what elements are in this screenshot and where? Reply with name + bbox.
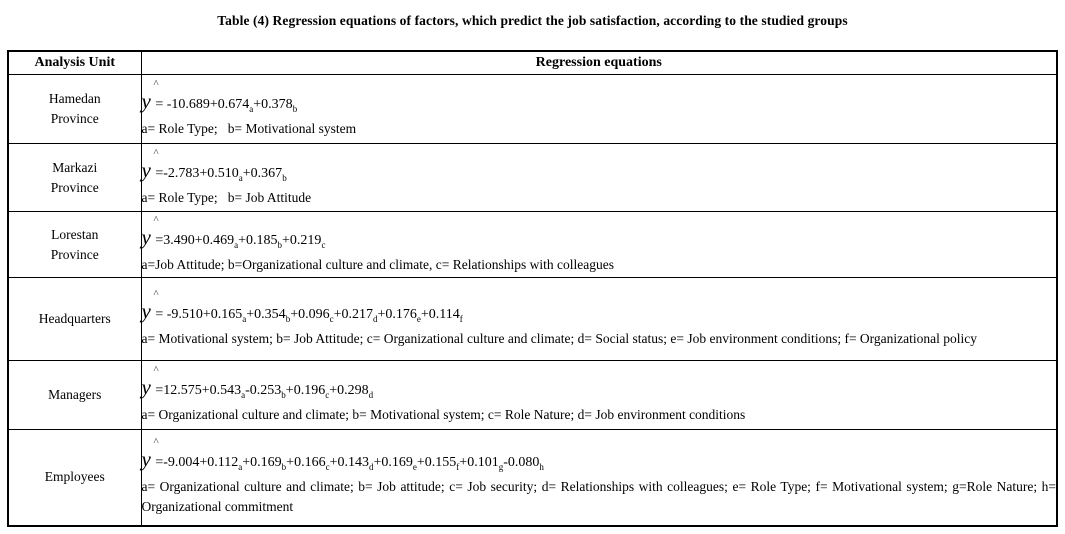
equation-line: y =12.575+0.543a-0.253b+0.196c+0.298d xyxy=(142,377,1057,402)
regression-equation-cell: ^ y =-2.783+0.510a+0.367b a= Role Type; … xyxy=(140,143,1058,212)
equation-line: y = -10.689+0.674a+0.378b xyxy=(142,91,1057,116)
analysis-unit-cell: Headquarters xyxy=(7,277,142,361)
legend-text: a= Organizational culture and climate; b… xyxy=(141,407,746,422)
legend-text: a= Motivational system; b= Job Attitude;… xyxy=(141,331,978,346)
y-variable: y xyxy=(141,157,152,182)
equation-line: y =-9.004+0.112a+0.169b+0.166c+0.143d+0.… xyxy=(142,449,1057,474)
equation-text: = -10.689+0.674a+0.378b xyxy=(151,97,298,114)
table-row: Managers ^ y =12.575+0.543a-0.253b+0.196… xyxy=(7,360,1058,430)
legend-text: a=Job Attitude; b=Organizational culture… xyxy=(141,256,614,272)
equation-line: y =3.490+0.469a+0.185b+0.219c xyxy=(141,224,1057,252)
y-variable: y xyxy=(141,375,152,399)
equation-text: =-2.783+0.510a+0.367b xyxy=(151,165,287,183)
y-hat-caret: ^ xyxy=(153,436,159,449)
equation-text: =12.575+0.543a-0.253b+0.196c+0.298d xyxy=(151,383,374,400)
table-row: Headquarters ^ y = -9.510+0.165a+0.354b+… xyxy=(7,277,1058,361)
table-row: Markazi Province ^ y =-2.783+0.510a+0.36… xyxy=(7,143,1058,212)
y-hat-caret: ^ xyxy=(153,364,159,376)
legend-text: a= Role Type; b= Job Attitude xyxy=(141,189,312,205)
table-caption: Table (4) Regression equations of factor… xyxy=(217,13,848,28)
table-row: Lorestan Province ^ y =3.490+0.469a+0.18… xyxy=(7,211,1058,278)
header-row: Analysis Unit Regression equations xyxy=(7,50,1058,75)
y-variable: y xyxy=(141,299,152,323)
column-header-analysis-unit: Analysis Unit xyxy=(7,50,142,75)
equation-line: y = -9.510+0.165a+0.354b+0.096c+0.217d+0… xyxy=(142,301,1057,326)
analysis-unit-cell: Employees xyxy=(7,429,142,526)
regression-equation-cell: ^ y =3.490+0.469a+0.185b+0.219c a=Job At… xyxy=(140,211,1058,278)
legend-text: a= Role Type; b= Motivational system xyxy=(141,121,357,136)
regression-equation-cell: ^ y = -10.689+0.674a+0.378b a= Role Type… xyxy=(140,74,1058,144)
regression-equation-cell: ^ y =-9.004+0.112a+0.169b+0.166c+0.143d+… xyxy=(140,429,1060,526)
regression-equation-cell: ^ y =12.575+0.543a-0.253b+0.196c+0.298d … xyxy=(140,360,1058,430)
equation-text: =-9.004+0.112a+0.169b+0.166c+0.143d+0.16… xyxy=(151,455,544,473)
analysis-unit-cell: Markazi Province xyxy=(7,143,142,212)
equation-line: y =-2.783+0.510a+0.367b xyxy=(141,157,1057,185)
y-hat-caret: ^ xyxy=(153,213,159,226)
table-body: Hamedan Province ^ y = -10.689+0.674a+0.… xyxy=(7,74,1060,526)
equation-text: =3.490+0.469a+0.185b+0.219c xyxy=(151,232,326,250)
analysis-unit-cell: Hamedan Province xyxy=(7,74,142,144)
regression-table: Analysis Unit Regression equations Hamed… xyxy=(7,50,1058,527)
legend-text: a= Organizational culture and climate; b… xyxy=(141,479,1060,515)
y-variable: y xyxy=(141,447,152,472)
y-variable: y xyxy=(141,224,152,249)
y-hat-caret: ^ xyxy=(153,78,159,90)
equation-text: = -9.510+0.165a+0.354b+0.096c+0.217d+0.1… xyxy=(151,307,463,324)
analysis-unit-cell: Lorestan Province xyxy=(7,211,142,278)
column-header-regression-equations: Regression equations xyxy=(140,50,1058,75)
y-hat-caret: ^ xyxy=(153,146,159,159)
regression-equation-cell: ^ y = -9.510+0.165a+0.354b+0.096c+0.217d… xyxy=(140,277,1058,361)
analysis-unit-cell: Managers xyxy=(7,360,142,430)
y-variable: y xyxy=(141,89,152,113)
table-row: Hamedan Province ^ y = -10.689+0.674a+0.… xyxy=(7,74,1058,144)
y-hat-caret: ^ xyxy=(153,288,159,300)
table-row: Employees ^ y =-9.004+0.112a+0.169b+0.16… xyxy=(7,429,1060,526)
